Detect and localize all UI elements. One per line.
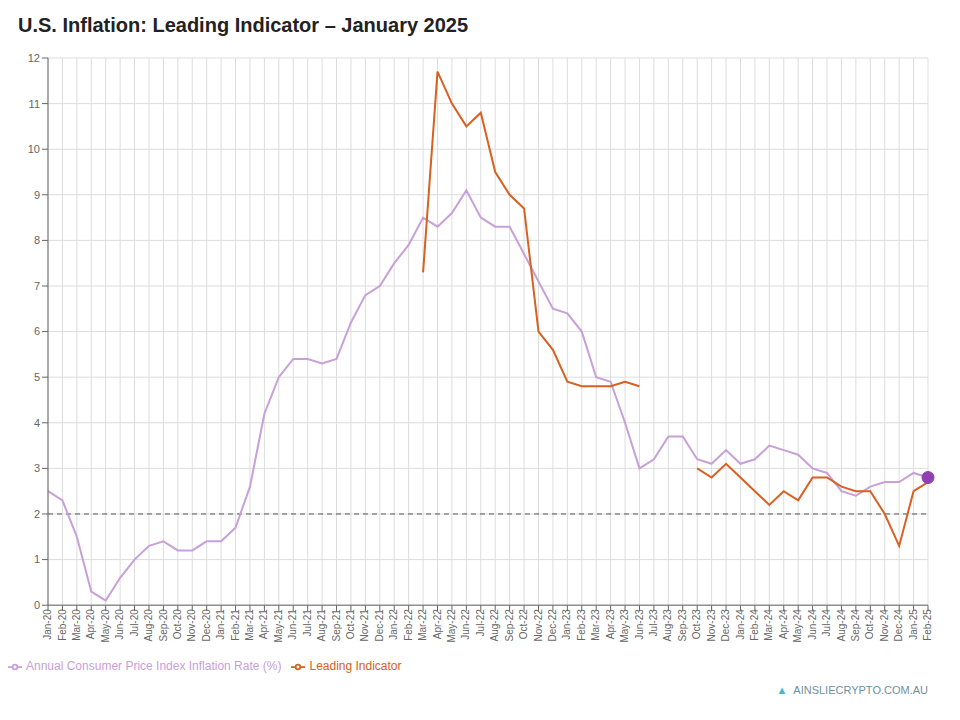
svg-text:Aug-23: Aug-23	[662, 609, 673, 642]
svg-text:7: 7	[34, 280, 40, 292]
svg-text:12: 12	[28, 52, 40, 64]
svg-text:Feb-25: Feb-25	[922, 609, 933, 641]
svg-text:3: 3	[34, 462, 40, 474]
svg-text:Nov-21: Nov-21	[359, 609, 370, 642]
svg-text:Jul-22: Jul-22	[475, 609, 486, 637]
svg-text:Aug-24: Aug-24	[836, 609, 847, 642]
svg-text:Feb-22: Feb-22	[403, 609, 414, 641]
svg-text:Jul-20: Jul-20	[129, 609, 140, 637]
svg-text:Sep-22: Sep-22	[504, 609, 515, 642]
svg-text:Aug-21: Aug-21	[316, 609, 327, 642]
svg-text:Dec-20: Dec-20	[201, 609, 212, 642]
svg-text:Apr-20: Apr-20	[85, 609, 96, 639]
svg-text:Jan-22: Jan-22	[388, 609, 399, 640]
svg-text:8: 8	[34, 234, 40, 246]
html-text:AINSLIECRYPTO.COM.AU: AINSLIECRYPTO.COM.AU	[793, 684, 928, 696]
svg-text:Oct-20: Oct-20	[172, 609, 183, 639]
svg-text:Mar-22: Mar-22	[417, 609, 428, 641]
svg-text:Jun-22: Jun-22	[460, 609, 471, 640]
svg-text:May-24: May-24	[792, 609, 803, 643]
svg-text:Mar-21: Mar-21	[244, 609, 255, 641]
svg-text:Sep-20: Sep-20	[158, 609, 169, 642]
svg-text:Jun-23: Jun-23	[634, 609, 645, 640]
svg-text:Jan-21: Jan-21	[215, 609, 226, 640]
svg-text:4: 4	[34, 417, 40, 429]
svg-text:Dec-22: Dec-22	[547, 609, 558, 642]
html-text:U.S. Inflation: Leading Indica: U.S. Inflation: Leading Indicator – Janu…	[18, 14, 469, 36]
svg-text:Jan-23: Jan-23	[561, 609, 572, 640]
html-text:Annual Consumer Price Index In: Annual Consumer Price Index Inflation Ra…	[26, 659, 282, 674]
svg-text:5: 5	[34, 371, 40, 383]
svg-text:2: 2	[34, 508, 40, 520]
svg-text:Feb-21: Feb-21	[230, 609, 241, 641]
svg-text:Sep-24: Sep-24	[850, 609, 861, 642]
svg-text:6: 6	[34, 325, 40, 337]
svg-text:Dec-23: Dec-23	[720, 609, 731, 642]
svg-text:Jan-24: Jan-24	[735, 609, 746, 640]
svg-text:Jun-21: Jun-21	[287, 609, 298, 640]
svg-text:Nov-24: Nov-24	[879, 609, 890, 642]
svg-text:Jun-20: Jun-20	[114, 609, 125, 640]
svg-text:May-23: May-23	[619, 609, 630, 643]
svg-text:May-22: May-22	[446, 609, 457, 643]
svg-text:Dec-24: Dec-24	[893, 609, 904, 642]
svg-text:Feb-24: Feb-24	[749, 609, 760, 641]
svg-text:May-21: May-21	[273, 609, 284, 643]
svg-text:Mar-20: Mar-20	[71, 609, 82, 641]
svg-text:Sep-23: Sep-23	[677, 609, 688, 642]
svg-text:Apr-21: Apr-21	[258, 609, 269, 639]
svg-text:Mar-23: Mar-23	[590, 609, 601, 641]
svg-text:Oct-24: Oct-24	[864, 609, 875, 639]
svg-text:Feb-20: Feb-20	[57, 609, 68, 641]
svg-text:Nov-22: Nov-22	[533, 609, 544, 642]
svg-text:10: 10	[28, 143, 40, 155]
svg-text:Jul-24: Jul-24	[821, 609, 832, 637]
svg-text:Jun-24: Jun-24	[807, 609, 818, 640]
svg-text:Jul-23: Jul-23	[648, 609, 659, 637]
svg-text:9: 9	[34, 189, 40, 201]
svg-text:Sep-21: Sep-21	[331, 609, 342, 642]
svg-text:0: 0	[34, 599, 40, 611]
svg-text:Apr-23: Apr-23	[605, 609, 616, 639]
svg-text:Mar-24: Mar-24	[763, 609, 774, 641]
svg-text:Feb-23: Feb-23	[576, 609, 587, 641]
svg-text:Apr-22: Apr-22	[432, 609, 443, 639]
svg-text:Nov-20: Nov-20	[186, 609, 197, 642]
svg-text:Oct-22: Oct-22	[518, 609, 529, 639]
svg-text:Apr-24: Apr-24	[778, 609, 789, 639]
svg-text:Jan-20: Jan-20	[42, 609, 53, 640]
svg-text:Oct-21: Oct-21	[345, 609, 356, 639]
svg-text:11: 11	[29, 98, 40, 110]
html-text:Leading Indicator: Leading Indicator	[309, 659, 402, 674]
svg-text:May-20: May-20	[100, 609, 111, 643]
svg-text:Aug-20: Aug-20	[143, 609, 154, 642]
svg-text:Jan-25: Jan-25	[908, 609, 919, 640]
svg-text:1: 1	[34, 553, 40, 565]
svg-text:Aug-22: Aug-22	[489, 609, 500, 642]
svg-text:Jul-21: Jul-21	[302, 609, 313, 637]
svg-text:Oct-23: Oct-23	[691, 609, 702, 639]
svg-text:Nov-23: Nov-23	[706, 609, 717, 642]
svg-text:Dec-21: Dec-21	[374, 609, 385, 642]
